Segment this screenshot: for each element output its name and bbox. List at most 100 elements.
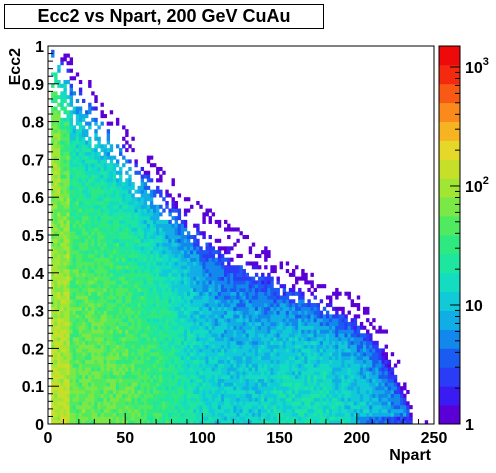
heatmap-cell	[81, 344, 86, 349]
heatmap-cell	[261, 291, 265, 296]
heatmap-cell	[174, 216, 178, 221]
heatmap-cell	[63, 420, 67, 425]
heatmap-cell	[199, 231, 203, 236]
heatmap-cell	[202, 348, 206, 353]
heatmap-cell	[54, 185, 58, 190]
heatmap-cell	[66, 136, 70, 141]
heatmap-cell	[72, 352, 77, 357]
heatmap-cell	[54, 174, 58, 179]
heatmap-cell	[211, 367, 216, 372]
heatmap-cell	[196, 310, 200, 315]
heatmap-cell	[254, 253, 259, 258]
heatmap-cell	[85, 110, 89, 115]
heatmap-cell	[202, 310, 206, 315]
heatmap-cell	[224, 284, 228, 289]
heatmap-cell	[103, 352, 107, 357]
heatmap-cell	[202, 416, 206, 421]
heatmap-cell	[208, 367, 212, 372]
heatmap-cell	[63, 140, 67, 145]
heatmap-cell	[298, 405, 302, 410]
heatmap-cell	[205, 420, 209, 425]
heatmap-cell	[174, 287, 178, 292]
heatmap-cell	[97, 284, 101, 289]
heatmap-cell	[137, 227, 141, 232]
heatmap-cell	[97, 333, 101, 338]
heatmap-cell	[97, 337, 101, 342]
heatmap-cell	[85, 257, 89, 262]
heatmap-cell	[122, 276, 126, 281]
heatmap-cell	[276, 310, 280, 315]
heatmap-cell	[106, 189, 111, 194]
heatmap-cell	[112, 378, 117, 383]
heatmap-cell	[230, 348, 234, 353]
heatmap-cell	[285, 352, 290, 357]
heatmap-cell	[134, 246, 138, 251]
heatmap-cell	[63, 208, 67, 213]
heatmap-cell	[94, 182, 98, 187]
heatmap-cell	[75, 253, 80, 258]
heatmap-cell	[106, 340, 111, 345]
heatmap-cell	[57, 310, 61, 315]
heatmap-cell	[81, 125, 86, 130]
heatmap-cell	[143, 235, 148, 240]
heatmap-cell	[177, 367, 182, 372]
heatmap-cell	[112, 272, 117, 277]
heatmap-cell	[245, 287, 250, 292]
heatmap-cell	[75, 303, 80, 308]
heatmap-cell	[119, 371, 123, 376]
heatmap-cell	[72, 204, 77, 209]
heatmap-cell	[211, 401, 216, 406]
heatmap-cell	[307, 367, 311, 372]
heatmap-cell	[63, 132, 67, 138]
heatmap-cell	[66, 125, 70, 130]
heatmap-cell	[159, 204, 163, 209]
heatmap-cell	[88, 295, 92, 300]
heatmap-cell	[88, 287, 92, 292]
heatmap-cell	[91, 397, 95, 402]
heatmap-cell	[291, 299, 296, 304]
heatmap-cell	[199, 337, 203, 342]
heatmap-cell	[131, 416, 135, 421]
heatmap-cell	[69, 76, 74, 81]
heatmap-cell	[233, 227, 237, 232]
heatmap-cell	[180, 405, 185, 410]
heatmap-cell	[51, 397, 55, 402]
heatmap-cell	[285, 269, 290, 274]
heatmap-cell	[103, 367, 107, 372]
heatmap-cell	[224, 389, 228, 395]
heatmap-cell	[171, 321, 175, 327]
heatmap-cell	[288, 314, 293, 319]
heatmap-cell	[183, 253, 188, 258]
heatmap-cell	[205, 333, 209, 338]
heatmap-cell	[202, 303, 206, 308]
heatmap-cell	[109, 261, 114, 266]
heatmap-cell	[119, 382, 123, 387]
heatmap-cell	[66, 382, 70, 387]
heatmap-cell	[152, 295, 157, 300]
heatmap-cell	[251, 416, 256, 421]
heatmap-cell	[171, 291, 175, 296]
heatmap-cell	[109, 121, 114, 126]
heatmap-cell	[78, 284, 83, 289]
heatmap-cell	[85, 200, 89, 206]
heatmap-cell	[137, 231, 141, 236]
heatmap-cell	[217, 393, 222, 398]
heatmap-cell	[211, 272, 216, 277]
heatmap-cell	[174, 306, 178, 311]
heatmap-cell	[60, 208, 64, 213]
heatmap-cell	[51, 333, 55, 338]
heatmap-cell	[248, 420, 253, 425]
heatmap-cell	[230, 287, 234, 292]
heatmap-cell	[81, 208, 86, 213]
heatmap-cell	[180, 253, 185, 258]
heatmap-cell	[227, 325, 231, 330]
heatmap-cell	[63, 329, 67, 334]
heatmap-cell	[295, 355, 299, 361]
heatmap-cell	[220, 287, 225, 292]
heatmap-cell	[94, 148, 98, 153]
heatmap-cell	[72, 76, 77, 81]
heatmap-cell	[264, 295, 268, 300]
heatmap-cell	[177, 412, 182, 417]
heatmap-cell	[224, 355, 228, 361]
heatmap-cell	[88, 185, 92, 190]
